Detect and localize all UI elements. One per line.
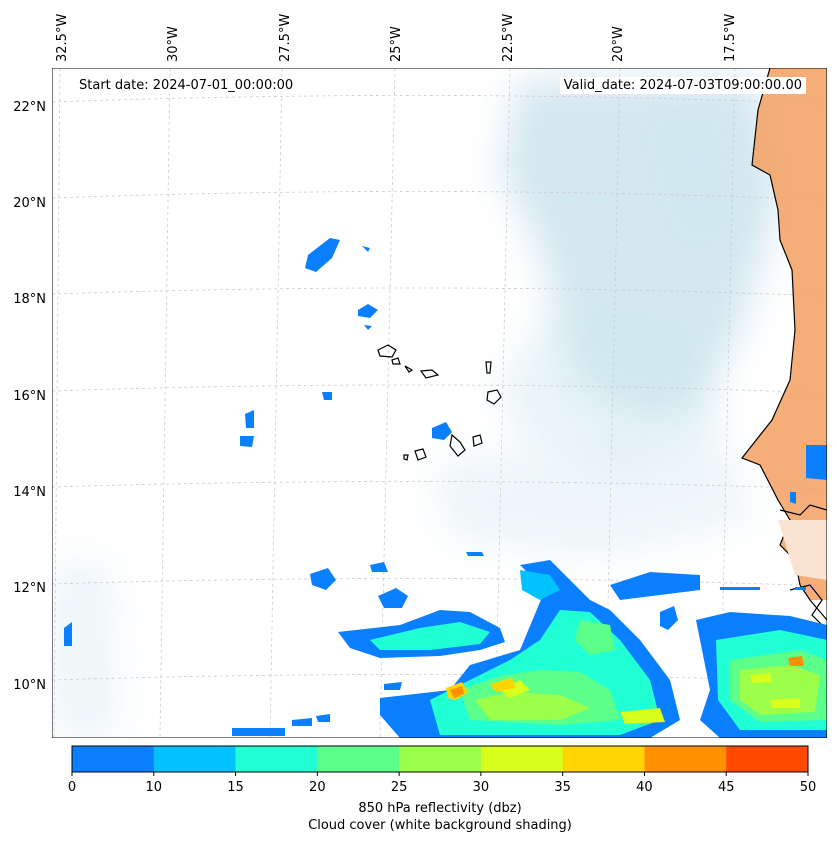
colorbar-tick-label: 15: [227, 780, 244, 795]
lon-label: 30°W: [166, 26, 181, 62]
colorbar-tick-label: 20: [309, 780, 326, 795]
cape-verde-islands: [377, 344, 502, 461]
colorbar-subtitle: Cloud cover (white background shading): [308, 818, 572, 833]
lon-label: 17.5°W: [723, 14, 738, 62]
cloud-cover-shading: [52, 80, 780, 738]
colorbar-bin: [399, 746, 482, 772]
colorbar: 0 10 15 20 25 30 35 40 45 50: [68, 745, 816, 795]
colorbar-bin: [726, 746, 809, 772]
colorbar-bins: [72, 746, 809, 772]
colorbar-tick-label: 10: [146, 780, 163, 795]
colorbar-ticks: 0 10 15 20 25 30 35 40 45 50: [68, 772, 816, 795]
colorbar-bin: [72, 746, 155, 772]
lat-label: 22°N: [13, 100, 46, 115]
colorbar-bin: [153, 746, 237, 772]
colorbar-tick-label: 25: [391, 780, 408, 795]
lon-label: 22.5°W: [501, 14, 516, 62]
lat-label: 14°N: [13, 485, 46, 500]
lon-label: 27.5°W: [278, 14, 293, 62]
colorbar-bin: [317, 746, 400, 772]
lon-label: 32.5°W: [55, 14, 70, 62]
latitude-labels: 22°N 20°N 18°N 16°N 14°N 12°N 10°N: [13, 100, 46, 693]
lat-label: 12°N: [13, 581, 46, 596]
colorbar-bin: [644, 746, 727, 772]
lat-label: 18°N: [13, 292, 46, 307]
map-panel: [52, 68, 827, 738]
colorbar-tick-label: 35: [554, 780, 571, 795]
colorbar-bin: [562, 746, 645, 772]
colorbar-tick-label: 0: [68, 780, 76, 795]
valid-date-label: Valid_date: 2024-07-03T09:00:00.00: [559, 77, 806, 94]
longitude-labels: 32.5°W 30°W 27.5°W 25°W 22.5°W 20°W 17.5…: [55, 14, 738, 62]
colorbar-bin: [480, 746, 564, 772]
colorbar-tick-label: 45: [718, 780, 735, 795]
colorbar-tick-label: 30: [473, 780, 490, 795]
colorbar-tick-label: 50: [800, 780, 817, 795]
colorbar-tick-label: 40: [636, 780, 653, 795]
lon-label: 20°W: [611, 26, 626, 62]
land-africa: [741, 68, 827, 631]
reflectivity-core-cells: [446, 656, 820, 724]
colorbar-bin: [235, 746, 318, 772]
lat-label: 16°N: [13, 389, 46, 404]
lat-label: 10°N: [13, 678, 46, 693]
lon-label: 25°W: [389, 26, 404, 62]
lat-label: 20°N: [13, 196, 46, 211]
colorbar-title: 850 hPa reflectivity (dbz): [358, 801, 522, 816]
start-date-label: Start date: 2024-07-01_00:00:00: [75, 77, 298, 94]
